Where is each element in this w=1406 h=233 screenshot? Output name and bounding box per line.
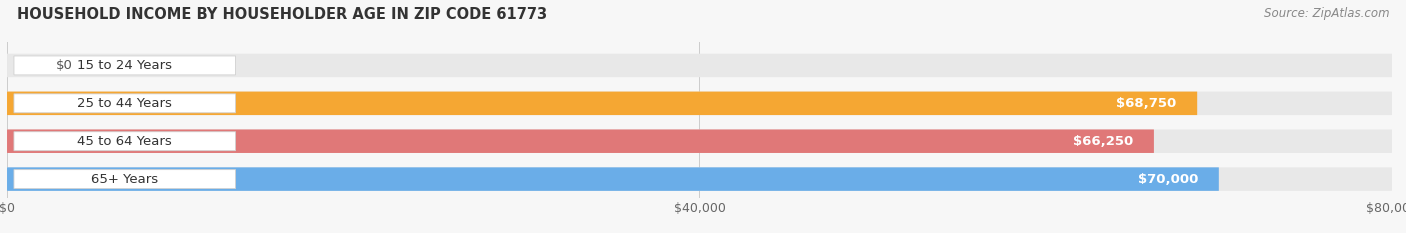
Text: $68,750: $68,750	[1116, 97, 1177, 110]
Text: HOUSEHOLD INCOME BY HOUSEHOLDER AGE IN ZIP CODE 61773: HOUSEHOLD INCOME BY HOUSEHOLDER AGE IN Z…	[17, 7, 547, 22]
FancyBboxPatch shape	[14, 132, 236, 151]
FancyBboxPatch shape	[7, 92, 1197, 115]
FancyBboxPatch shape	[7, 167, 1219, 191]
FancyBboxPatch shape	[7, 167, 1392, 191]
Text: 45 to 64 Years: 45 to 64 Years	[77, 135, 172, 148]
FancyBboxPatch shape	[7, 54, 1392, 77]
Text: 65+ Years: 65+ Years	[91, 173, 159, 186]
Text: $70,000: $70,000	[1137, 173, 1198, 186]
FancyBboxPatch shape	[14, 94, 236, 113]
FancyBboxPatch shape	[7, 130, 1154, 153]
FancyBboxPatch shape	[7, 92, 1392, 115]
Text: 25 to 44 Years: 25 to 44 Years	[77, 97, 172, 110]
FancyBboxPatch shape	[14, 56, 236, 75]
Text: $0: $0	[55, 59, 72, 72]
FancyBboxPatch shape	[7, 130, 1392, 153]
FancyBboxPatch shape	[14, 170, 236, 188]
Text: Source: ZipAtlas.com: Source: ZipAtlas.com	[1264, 7, 1389, 20]
Text: $66,250: $66,250	[1073, 135, 1133, 148]
Text: 15 to 24 Years: 15 to 24 Years	[77, 59, 173, 72]
